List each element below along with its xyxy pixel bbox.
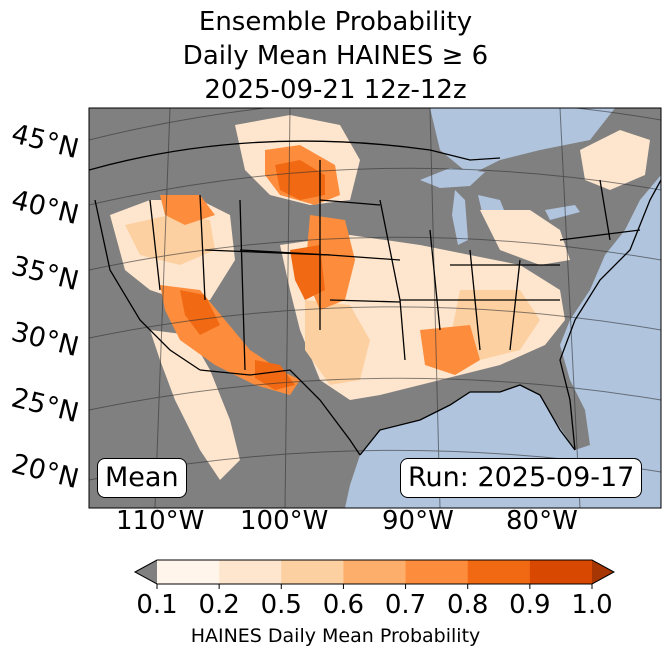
colorbar-under-extend <box>135 560 157 584</box>
colorbar-tick-label: 0.8 <box>447 590 489 620</box>
lon-label-90: 90°W <box>382 506 454 536</box>
colorbar-tick-label: 0.7 <box>384 590 427 620</box>
colorbar-bin <box>219 560 282 584</box>
lon-label-110: 110°W <box>116 506 205 536</box>
map-panel <box>89 108 661 508</box>
stat-label-box: Mean <box>97 458 187 498</box>
colorbar-label: HAINES Daily Mean Probability <box>190 625 481 647</box>
colorbar-bin <box>529 560 593 584</box>
colorbar-tick-label: 0.2 <box>198 590 240 620</box>
title-line-2: Daily Mean HAINES ≥ 6 <box>182 41 489 71</box>
prob-field-light <box>125 215 540 385</box>
colorbar-over-extend <box>592 560 614 584</box>
political-boundaries <box>89 140 661 456</box>
colorbar-bin <box>467 560 531 584</box>
lon-label-100: 100°W <box>240 506 329 536</box>
colorbar-tick-label: 0.6 <box>322 590 365 620</box>
lon-label-80: 80°W <box>506 506 578 536</box>
colorbar-bin <box>405 560 469 584</box>
title-line-1: Ensemble Probability <box>198 7 473 37</box>
colorbar-tick-label: 0.9 <box>509 590 551 620</box>
colorbar-bin <box>281 560 344 584</box>
run-date-box: Run: 2025-09-17 <box>400 458 643 498</box>
title-line-3: 2025-09-21 12z-12z <box>204 75 467 105</box>
colorbar-tick-label: 0.5 <box>260 590 302 620</box>
colorbar-tick-label: 0.1 <box>136 590 178 620</box>
colorbar-tick-label: 1.0 <box>571 590 613 620</box>
colorbar <box>133 559 616 589</box>
colorbar-bin <box>157 560 220 584</box>
colorbar-bin <box>343 560 407 584</box>
map-frame <box>88 107 662 509</box>
